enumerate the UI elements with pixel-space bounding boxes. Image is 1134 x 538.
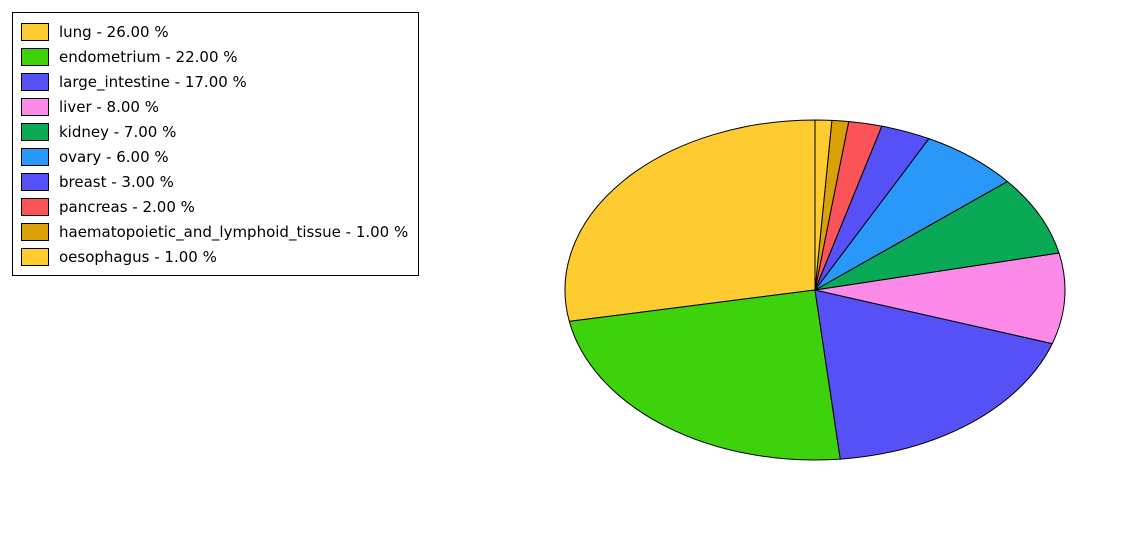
legend-item-endometrium: endometrium - 22.00 % — [21, 44, 408, 69]
pie-slice-lung — [565, 120, 815, 321]
legend-swatch-oesophagus — [21, 248, 49, 266]
legend-label-endometrium: endometrium - 22.00 % — [59, 48, 238, 66]
legend-swatch-ovary — [21, 148, 49, 166]
legend-swatch-endometrium — [21, 48, 49, 66]
legend-item-lung: lung - 26.00 % — [21, 19, 408, 44]
legend-swatch-liver — [21, 98, 49, 116]
legend-swatch-large_intestine — [21, 73, 49, 91]
legend-swatch-breast — [21, 173, 49, 191]
legend-item-haemo: haematopoietic_and_lymphoid_tissue - 1.0… — [21, 219, 408, 244]
legend-label-ovary: ovary - 6.00 % — [59, 148, 169, 166]
legend-label-pancreas: pancreas - 2.00 % — [59, 198, 195, 216]
legend-label-kidney: kidney - 7.00 % — [59, 123, 176, 141]
legend-label-haemo: haematopoietic_and_lymphoid_tissue - 1.0… — [59, 223, 408, 241]
legend-swatch-kidney — [21, 123, 49, 141]
legend: lung - 26.00 % endometrium - 22.00 % large… — [12, 12, 419, 276]
legend-item-pancreas: pancreas - 2.00 % — [21, 194, 408, 219]
legend-item-oesophagus: oesophagus - 1.00 % — [21, 244, 408, 269]
legend-label-lung: lung - 26.00 % — [59, 23, 169, 41]
legend-item-liver: liver - 8.00 % — [21, 94, 408, 119]
pie-chart — [563, 118, 1067, 462]
legend-label-liver: liver - 8.00 % — [59, 98, 159, 116]
legend-item-kidney: kidney - 7.00 % — [21, 119, 408, 144]
legend-label-oesophagus: oesophagus - 1.00 % — [59, 248, 217, 266]
legend-item-breast: breast - 3.00 % — [21, 169, 408, 194]
legend-swatch-lung — [21, 23, 49, 41]
legend-item-large_intestine: large_intestine - 17.00 % — [21, 69, 408, 94]
legend-swatch-pancreas — [21, 198, 49, 216]
legend-swatch-haemo — [21, 223, 49, 241]
legend-item-ovary: ovary - 6.00 % — [21, 144, 408, 169]
legend-label-breast: breast - 3.00 % — [59, 173, 174, 191]
legend-label-large_intestine: large_intestine - 17.00 % — [59, 73, 247, 91]
